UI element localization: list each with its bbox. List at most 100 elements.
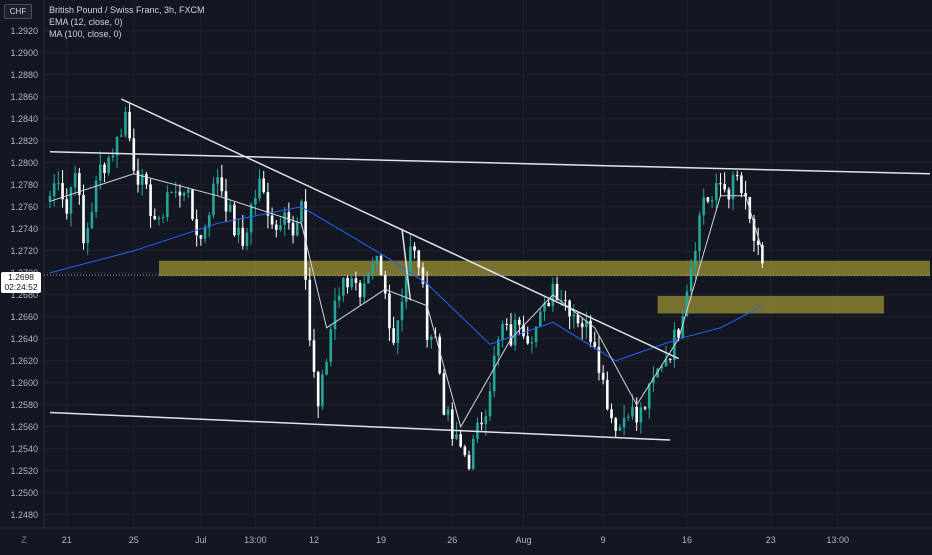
candle-body: [652, 377, 655, 384]
candle-body: [430, 336, 433, 340]
candle-body: [61, 183, 64, 200]
x-tick-label: 25: [129, 535, 139, 545]
candle-body: [463, 446, 467, 456]
symbol-title[interactable]: British Pound / Swiss Franc, 3h, FXCM: [49, 5, 205, 15]
candle-body: [643, 407, 647, 409]
candle-body: [526, 336, 530, 344]
candle-body: [312, 340, 316, 372]
candle-body: [195, 219, 198, 236]
scale-toggle-icon[interactable]: Z: [21, 535, 27, 545]
candle-body: [702, 197, 706, 216]
candle-body: [497, 339, 500, 356]
candle-body: [103, 164, 106, 174]
candle-body: [308, 279, 312, 341]
x-tick-label: 9: [601, 535, 606, 545]
candle-body: [685, 291, 689, 317]
ema-12-line: [49, 173, 763, 429]
candle-body: [291, 222, 295, 236]
candle-body: [337, 295, 341, 301]
candle-body: [631, 406, 634, 417]
bar-countdown: 02:24:52: [4, 282, 38, 292]
y-tick-label: 1.2780: [10, 180, 38, 190]
candle-body: [471, 438, 475, 469]
candle-body: [694, 251, 697, 267]
candle-body: [371, 264, 374, 274]
x-tick-label: Jul: [195, 535, 207, 545]
candle-body: [157, 217, 161, 220]
candle-body: [111, 155, 115, 158]
candle-body: [706, 197, 710, 202]
candle-body: [714, 183, 718, 201]
candle-body: [333, 300, 337, 330]
candle-body: [610, 409, 613, 419]
candle-body: [450, 409, 454, 439]
candle-body: [689, 266, 693, 292]
candle-body: [128, 111, 131, 139]
candle-body: [677, 329, 680, 338]
candle-body: [518, 319, 521, 325]
y-tick-label: 1.2680: [10, 290, 38, 300]
candle-body: [417, 250, 421, 268]
y-tick-label: 1.2540: [10, 444, 38, 454]
candle-body: [530, 342, 534, 344]
candle-body: [606, 379, 609, 410]
candle-body: [182, 192, 186, 196]
candle-body: [425, 283, 429, 340]
candle-body: [572, 314, 576, 317]
candle-body: [241, 227, 245, 247]
y-tick-label: 1.2860: [10, 92, 38, 102]
candle-body: [48, 196, 52, 202]
candle-body: [367, 273, 370, 284]
candle-body: [480, 422, 483, 425]
y-tick-label: 1.2580: [10, 400, 38, 410]
candle-body: [145, 174, 148, 185]
candle-body: [212, 183, 215, 216]
candle-body: [442, 373, 446, 415]
candle-body: [94, 180, 98, 213]
candle-body: [698, 215, 701, 252]
candle-body: [731, 175, 735, 200]
candle-body: [719, 183, 722, 185]
candle-body: [191, 189, 194, 220]
candle-body: [639, 407, 643, 423]
candle-body: [740, 175, 743, 194]
candle-body: [321, 374, 324, 407]
candle-body: [245, 232, 249, 247]
candle-body: [316, 371, 320, 407]
candle-body: [358, 282, 362, 298]
candle-body: [78, 172, 81, 195]
y-tick-label: 1.2820: [10, 136, 38, 146]
candle-body: [149, 184, 152, 216]
trendline: [401, 228, 412, 301]
candle-body: [543, 302, 546, 312]
candle-body: [203, 227, 207, 239]
candle-body: [388, 293, 391, 329]
candle-body: [710, 200, 714, 202]
candle-body: [57, 183, 60, 185]
candle-body: [270, 215, 274, 225]
x-tick-label: 12: [309, 535, 319, 545]
candle-body: [601, 372, 605, 380]
candle-body: [618, 427, 622, 431]
trendline: [120, 98, 679, 360]
y-tick-label: 1.2720: [10, 246, 38, 256]
candle-body: [279, 224, 282, 231]
candle-body: [396, 320, 400, 344]
candle-body: [140, 174, 144, 185]
candle-body: [392, 328, 395, 344]
y-tick-label: 1.2840: [10, 114, 38, 124]
candle-body: [744, 193, 747, 197]
candle-body: [325, 361, 328, 375]
currency-badge[interactable]: CHF: [4, 4, 32, 19]
candle-body: [383, 274, 387, 294]
ma-legend[interactable]: MA (100, close, 0): [49, 29, 122, 39]
trendline: [49, 151, 931, 175]
y-tick-label: 1.2660: [10, 312, 38, 322]
x-tick-label: Aug: [516, 535, 532, 545]
y-tick-label: 1.2920: [10, 26, 38, 36]
x-tick-label: 16: [682, 535, 692, 545]
candle-body: [136, 170, 140, 185]
ema-legend[interactable]: EMA (12, close, 0): [49, 17, 123, 27]
